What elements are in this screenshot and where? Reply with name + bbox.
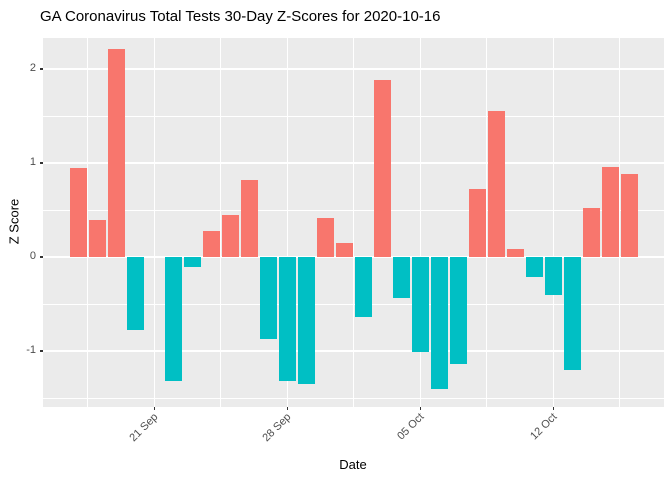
bar-negative xyxy=(126,256,144,331)
bar-negative xyxy=(563,256,581,370)
minor-gridline-v xyxy=(220,38,222,407)
chart-title: GA Coronavirus Total Tests 30-Day Z-Scor… xyxy=(40,8,441,25)
bar-positive xyxy=(582,208,600,257)
bar-negative xyxy=(392,256,410,299)
bar-negative xyxy=(354,256,372,318)
bar-negative xyxy=(164,256,182,382)
bar-positive xyxy=(69,167,87,257)
y-axis-tick xyxy=(40,68,43,70)
bar-negative xyxy=(430,256,448,389)
y-axis-tick xyxy=(40,350,43,352)
x-axis-tick xyxy=(153,407,156,410)
x-tick-label: 05 Oct xyxy=(395,411,427,443)
minor-gridline-v xyxy=(486,38,488,407)
x-tick-label: 12 Oct xyxy=(528,411,560,443)
bar-negative xyxy=(278,256,296,382)
major-gridline-v xyxy=(552,38,555,407)
major-gridline-v xyxy=(286,38,289,407)
y-tick-label: 2 xyxy=(29,62,36,75)
bar-positive xyxy=(620,174,638,257)
bar-positive xyxy=(107,49,125,257)
x-axis-tick xyxy=(552,407,555,410)
bar-positive xyxy=(240,179,258,257)
bar-positive xyxy=(601,166,619,257)
minor-gridline-v xyxy=(619,38,621,407)
x-tick-label: 28 Sep xyxy=(260,411,294,445)
x-axis-tick xyxy=(419,407,422,410)
y-tick-label: 0 xyxy=(29,249,36,262)
y-tick-label: 1 xyxy=(29,156,36,168)
bar-positive xyxy=(487,111,505,257)
y-axis-tick xyxy=(40,256,43,258)
bar-negative xyxy=(297,256,315,384)
bar-negative xyxy=(411,256,429,352)
y-tick-label: -1 xyxy=(26,343,36,356)
x-axis-tick xyxy=(286,407,289,410)
bar-negative xyxy=(183,256,201,268)
x-axis-title: Date xyxy=(339,457,367,472)
x-tick-label: 21 Sep xyxy=(127,411,161,445)
bar-negative xyxy=(544,256,562,295)
bar-positive xyxy=(468,189,486,257)
y-axis-tick xyxy=(40,162,43,164)
bar-negative xyxy=(449,256,467,365)
bar-positive xyxy=(202,230,220,257)
plot-panel xyxy=(43,38,664,407)
bar-positive xyxy=(335,242,353,257)
major-gridline-v xyxy=(153,38,156,407)
bar-negative xyxy=(259,256,277,339)
minor-gridline-v xyxy=(87,38,89,407)
bar-positive xyxy=(88,220,106,257)
bar-positive xyxy=(373,80,391,257)
bar-positive xyxy=(316,217,334,257)
bar-negative xyxy=(525,256,543,277)
bar-positive xyxy=(221,214,239,257)
minor-gridline-v xyxy=(353,38,355,407)
bar-positive xyxy=(506,249,524,257)
major-gridline-v xyxy=(419,38,422,407)
